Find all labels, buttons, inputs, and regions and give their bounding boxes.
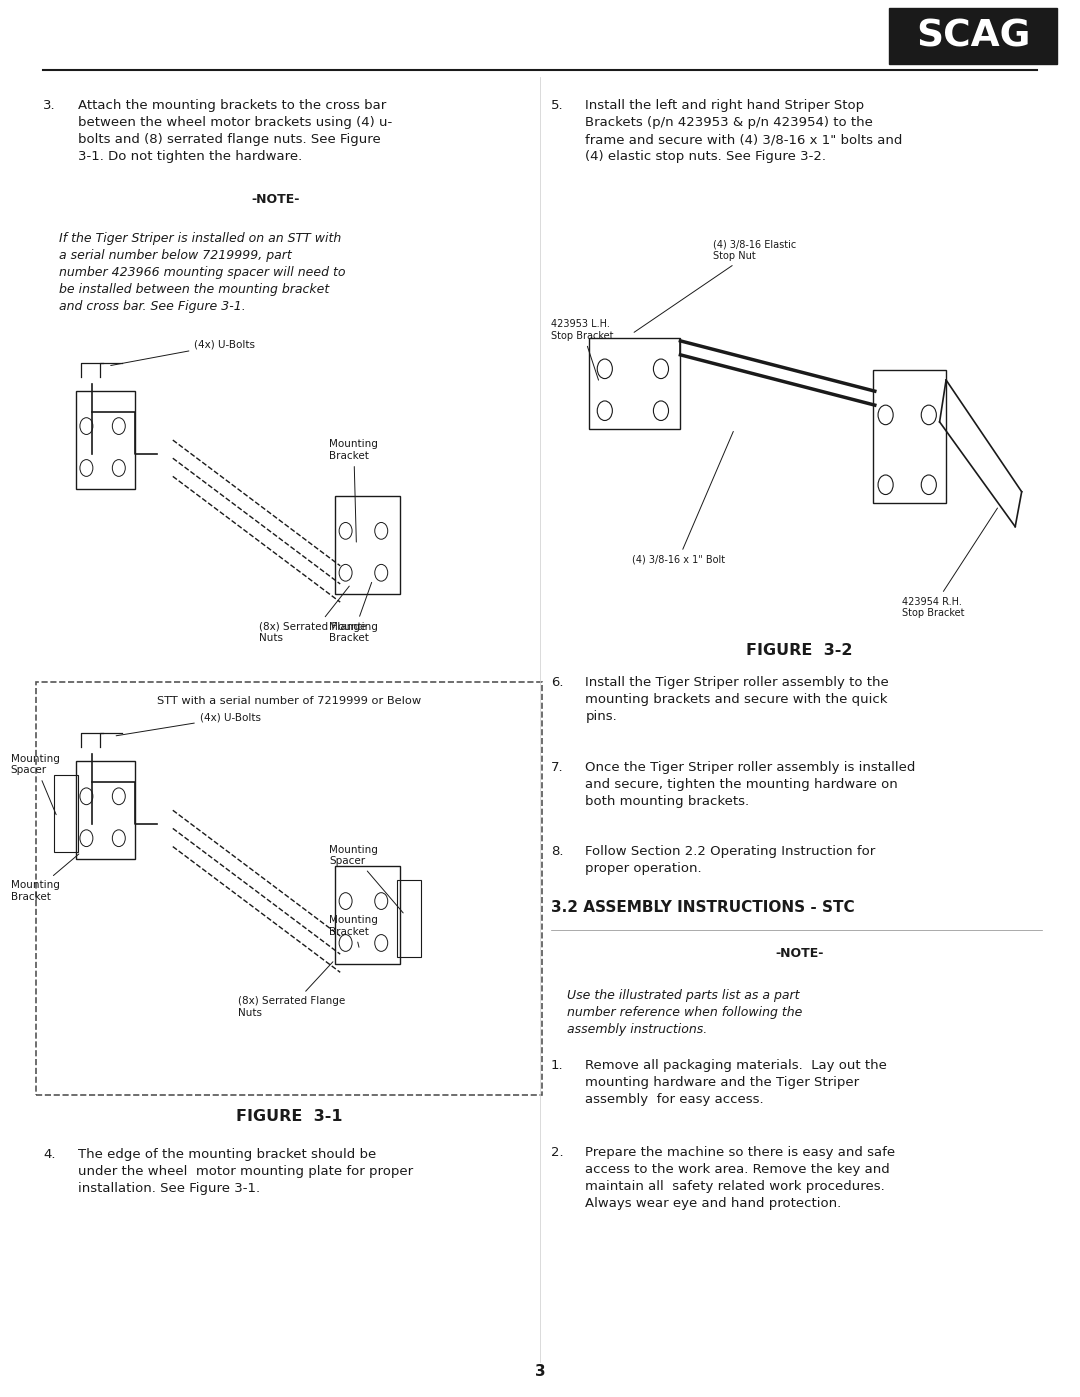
Text: Mounting
Spacer: Mounting Spacer bbox=[11, 754, 59, 814]
Text: Install the Tiger Striper roller assembly to the
mounting brackets and secure wi: Install the Tiger Striper roller assembl… bbox=[585, 676, 889, 724]
Text: Mounting
Bracket: Mounting Bracket bbox=[11, 854, 79, 901]
Bar bbox=[76, 761, 135, 859]
Text: Follow Section 2.2 Operating Instruction for
proper operation.: Follow Section 2.2 Operating Instruction… bbox=[585, 845, 876, 875]
Text: (8x) Serrated Flange
Nuts: (8x) Serrated Flange Nuts bbox=[259, 587, 366, 643]
Text: Use the illustrated parts list as a part
number reference when following the
ass: Use the illustrated parts list as a part… bbox=[567, 989, 802, 1037]
Text: (8x) Serrated Flange
Nuts: (8x) Serrated Flange Nuts bbox=[238, 961, 345, 1017]
Text: If the Tiger Striper is installed on an STT with
a serial number below 7219999, : If the Tiger Striper is installed on an … bbox=[59, 232, 346, 313]
Text: 1.: 1. bbox=[551, 1059, 564, 1071]
Text: (4) 3/8-16 Elastic
Stop Nut: (4) 3/8-16 Elastic Stop Nut bbox=[634, 240, 796, 332]
Bar bbox=[873, 370, 946, 503]
Text: 6.: 6. bbox=[551, 676, 564, 689]
FancyBboxPatch shape bbox=[36, 682, 542, 1095]
Text: The edge of the mounting bracket should be
under the wheel  motor mounting plate: The edge of the mounting bracket should … bbox=[78, 1148, 413, 1196]
Text: -NOTE-: -NOTE- bbox=[775, 947, 823, 960]
Bar bbox=[335, 496, 400, 594]
Text: 4.: 4. bbox=[43, 1148, 56, 1161]
Bar bbox=[335, 866, 400, 964]
Text: Mounting
Bracket: Mounting Bracket bbox=[329, 440, 378, 542]
Text: Once the Tiger Striper roller assembly is installed
and secure, tighten the moun: Once the Tiger Striper roller assembly i… bbox=[585, 761, 916, 809]
Bar bbox=[589, 338, 680, 429]
Text: Mounting
Bracket: Mounting Bracket bbox=[329, 915, 378, 947]
Text: -NOTE-: -NOTE- bbox=[252, 193, 299, 205]
Text: 5.: 5. bbox=[551, 99, 564, 112]
Text: FIGURE  3-2: FIGURE 3-2 bbox=[746, 643, 852, 658]
FancyBboxPatch shape bbox=[889, 8, 1057, 64]
Bar bbox=[54, 775, 78, 852]
Text: 2.: 2. bbox=[551, 1146, 564, 1158]
Bar bbox=[76, 391, 135, 489]
Text: SCAG: SCAG bbox=[916, 18, 1030, 54]
Text: STT with a serial number of 7219999 or Below: STT with a serial number of 7219999 or B… bbox=[157, 696, 421, 705]
Text: Mounting
Bracket: Mounting Bracket bbox=[329, 583, 378, 643]
Text: 8.: 8. bbox=[551, 845, 564, 858]
Text: (4) 3/8-16 x 1" Bolt: (4) 3/8-16 x 1" Bolt bbox=[632, 432, 733, 564]
Text: 423954 R.H.
Stop Bracket: 423954 R.H. Stop Bracket bbox=[902, 509, 998, 617]
Text: Prepare the machine so there is easy and safe
access to the work area. Remove th: Prepare the machine so there is easy and… bbox=[585, 1146, 895, 1210]
Text: 3.: 3. bbox=[43, 99, 56, 112]
Text: FIGURE  3-1: FIGURE 3-1 bbox=[235, 1109, 342, 1125]
Bar bbox=[397, 880, 421, 957]
Text: 7.: 7. bbox=[551, 761, 564, 774]
Text: 423953 L.H.
Stop Bracket: 423953 L.H. Stop Bracket bbox=[551, 320, 613, 380]
Text: Mounting
Spacer: Mounting Spacer bbox=[329, 845, 403, 912]
Text: (4x) U-Bolts: (4x) U-Bolts bbox=[117, 712, 260, 736]
Text: 3.2 ASSEMBLY INSTRUCTIONS - STC: 3.2 ASSEMBLY INSTRUCTIONS - STC bbox=[551, 900, 854, 915]
Text: (4x) U-Bolts: (4x) U-Bolts bbox=[111, 339, 255, 366]
Text: Attach the mounting brackets to the cross bar
between the wheel motor brackets u: Attach the mounting brackets to the cros… bbox=[78, 99, 392, 163]
Text: 3: 3 bbox=[535, 1365, 545, 1379]
Text: Remove all packaging materials.  Lay out the
mounting hardware and the Tiger Str: Remove all packaging materials. Lay out … bbox=[585, 1059, 888, 1106]
Text: Install the left and right hand Striper Stop
Brackets (p/n 423953 & p/n 423954) : Install the left and right hand Striper … bbox=[585, 99, 903, 163]
